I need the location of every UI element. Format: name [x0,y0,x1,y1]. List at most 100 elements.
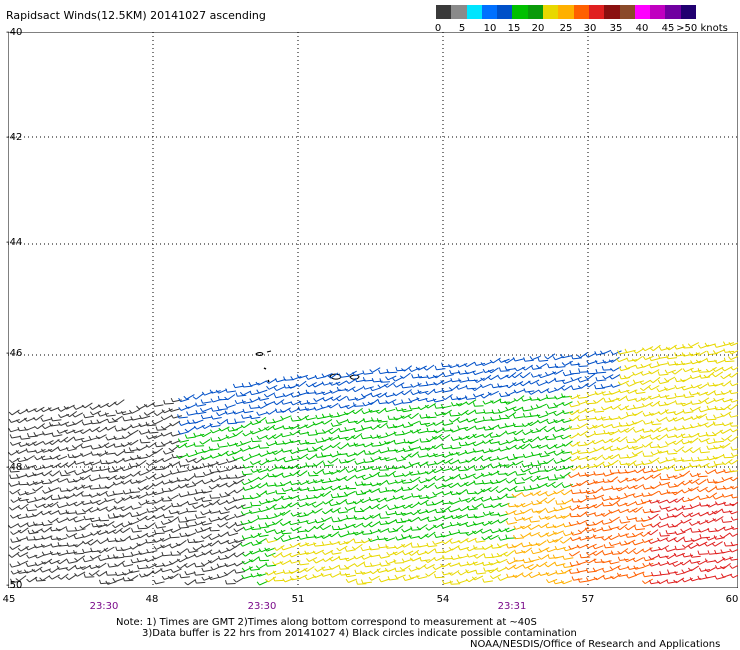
wind-barb [577,472,589,477]
color-swatch [604,5,621,19]
wind-barb [216,500,228,506]
wind-barb [464,473,476,478]
wind-barb [520,524,532,530]
wind-barb [689,553,701,558]
wind-barb [576,511,588,518]
wind-barb [497,512,509,517]
wind-barb [225,388,237,393]
wind-barb [82,538,94,545]
wind-barb [392,472,404,478]
wind-barb [187,548,199,553]
wind-barb [601,520,613,525]
wind-barb [642,474,654,481]
wind-barb [194,579,206,584]
wind-barb [679,559,691,566]
wind-barb [217,521,229,528]
wind-barb [536,396,549,402]
wind-barb [545,578,558,584]
wind-barb [625,422,638,427]
wind-barb [282,392,294,397]
wind-barb [600,349,612,355]
wind-barb [593,471,605,476]
wind-barb [617,556,629,561]
wind-barb [595,377,607,382]
wind-barb [250,573,262,578]
wind-barb [514,366,526,372]
wind-barb [400,495,412,500]
scale-label: 10 [483,23,497,34]
wind-barb [697,495,710,500]
wind-barb [273,386,285,392]
wind-barb [576,480,588,487]
wind-barb [479,383,492,389]
wind-barb [242,526,255,531]
wind-barb [458,529,469,534]
wind-barb [497,517,509,524]
wind-barb [378,554,390,559]
wind-barb [698,408,710,413]
wind-barb [48,487,60,492]
wind-barb [195,402,207,407]
wind-barb [199,407,212,413]
wind-barb [721,556,734,561]
wind-barb [457,570,469,576]
wind-barb [368,503,380,510]
wind-barb [9,441,22,446]
wind-barb [321,516,333,522]
wind-barb [513,389,525,394]
wind-barb [82,557,94,563]
wind-barb [640,363,652,368]
wind-barb [536,491,548,497]
wind-barb [632,476,645,482]
wind-barb [311,502,323,508]
wind-barb [465,576,477,583]
wind-barb [544,353,556,360]
wind-barb [528,436,539,443]
wind-barb [537,418,549,424]
wind-barb [562,563,574,568]
wind-barb [139,414,151,420]
wind-barb [96,570,108,577]
wind-barb [145,459,157,466]
wind-barb [546,420,558,425]
wind-barb [97,402,109,409]
wind-barb [666,417,678,422]
wind-barb [360,570,372,575]
wind-barb [480,497,492,502]
wind-barb [249,550,261,555]
wind-barb [651,571,662,577]
wind-barb [338,555,350,561]
wind-barb [408,549,420,556]
wind-barb [522,564,534,569]
wind-barb [266,515,278,520]
wind-barb [674,361,686,366]
wind-barb [410,509,421,516]
wind-barb [531,500,543,506]
wind-barb [728,355,738,361]
wind-barb [696,541,708,547]
wind-barb [162,513,174,519]
wind-barb [330,550,342,555]
wind-barb [105,401,117,408]
wind-barb [337,493,348,498]
wind-barb [315,429,326,434]
wind-barb [368,546,380,551]
wind-barb [426,542,438,548]
wind-barb [505,411,517,418]
wind-barb [209,454,222,459]
wind-barb [208,446,220,451]
color-swatch [497,5,513,19]
time-label: 23:30 [247,601,277,612]
wind-barb [160,543,172,549]
wind-barb [608,525,620,530]
wind-barb [568,433,580,439]
wind-barb [642,412,654,417]
wind-barb [249,430,262,435]
wind-barb [160,415,172,421]
wind-barb [121,424,133,431]
wind-barb [631,445,644,451]
wind-barb [720,404,732,411]
wind-barb [201,549,213,556]
wind-barb [265,538,278,543]
wind-barb [698,567,711,572]
